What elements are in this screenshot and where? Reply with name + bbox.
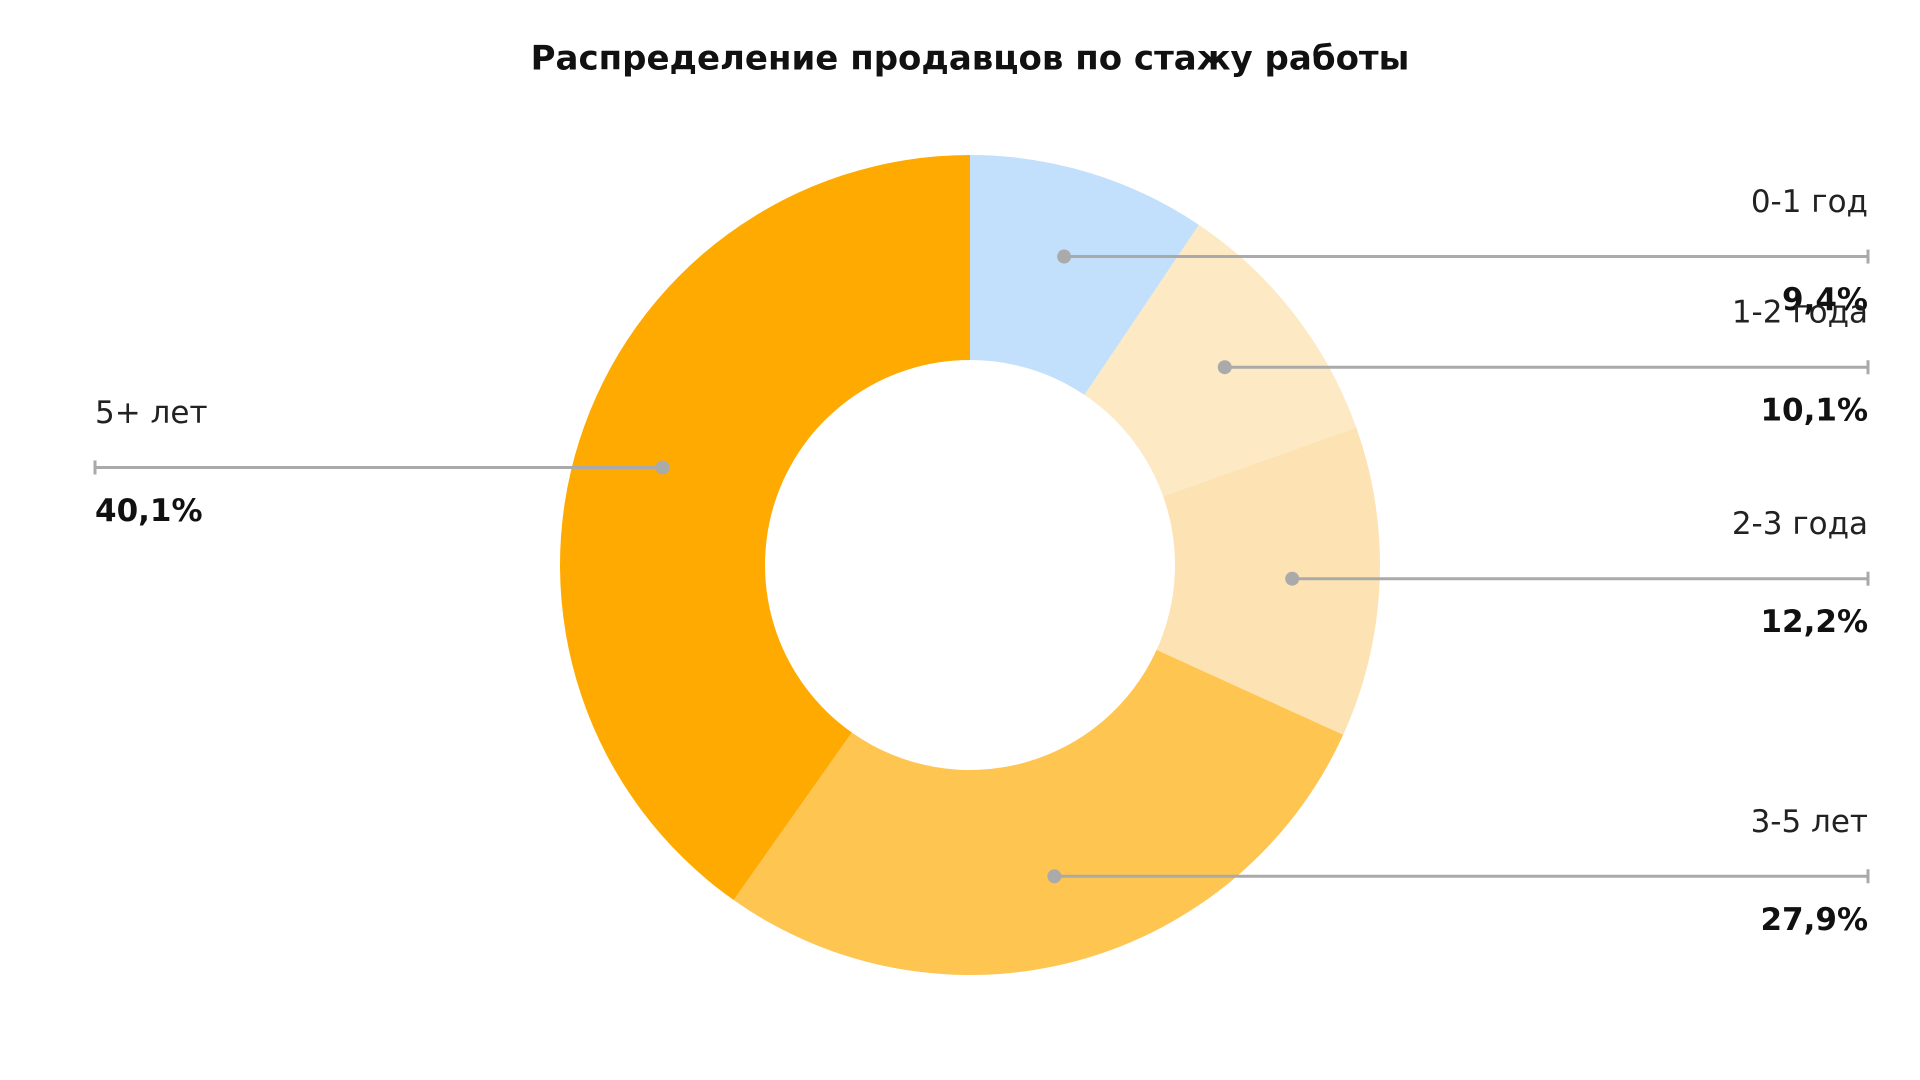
donut-slice <box>1156 427 1380 735</box>
chart-title: Распределение продавцов по стажу работы <box>531 39 1410 79</box>
slice-name: 1-2 года <box>1732 295 1868 331</box>
slice-name: 5+ лет <box>95 395 208 431</box>
leader-dot <box>655 460 670 475</box>
donut-slice <box>560 155 970 901</box>
leader-dot <box>1285 571 1300 586</box>
donut-slice <box>733 649 1344 975</box>
donut-slice <box>1084 224 1357 497</box>
slice-value: 27,9% <box>1760 902 1868 938</box>
slice-value: 40,1% <box>95 493 203 529</box>
slice-name: 3-5 лет <box>1751 804 1868 840</box>
slice-value: 10,1% <box>1760 393 1868 429</box>
slice-name: 0-1 год <box>1751 184 1868 220</box>
leader-dot <box>1217 360 1232 375</box>
slice-name: 2-3 года <box>1732 506 1868 542</box>
leader-dot <box>1057 249 1072 264</box>
slice-value: 12,2% <box>1760 604 1868 640</box>
donut-slice <box>970 155 1199 395</box>
leader-dot <box>1047 869 1062 884</box>
slice-value: 9,4% <box>1782 282 1868 318</box>
